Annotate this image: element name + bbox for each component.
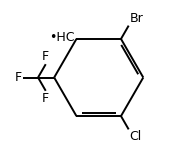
Text: •HC: •HC: [49, 31, 75, 44]
Text: F: F: [15, 71, 22, 84]
Text: Br: Br: [129, 12, 143, 25]
Text: Cl: Cl: [129, 130, 142, 143]
Text: F: F: [42, 50, 49, 63]
Text: F: F: [42, 92, 49, 105]
